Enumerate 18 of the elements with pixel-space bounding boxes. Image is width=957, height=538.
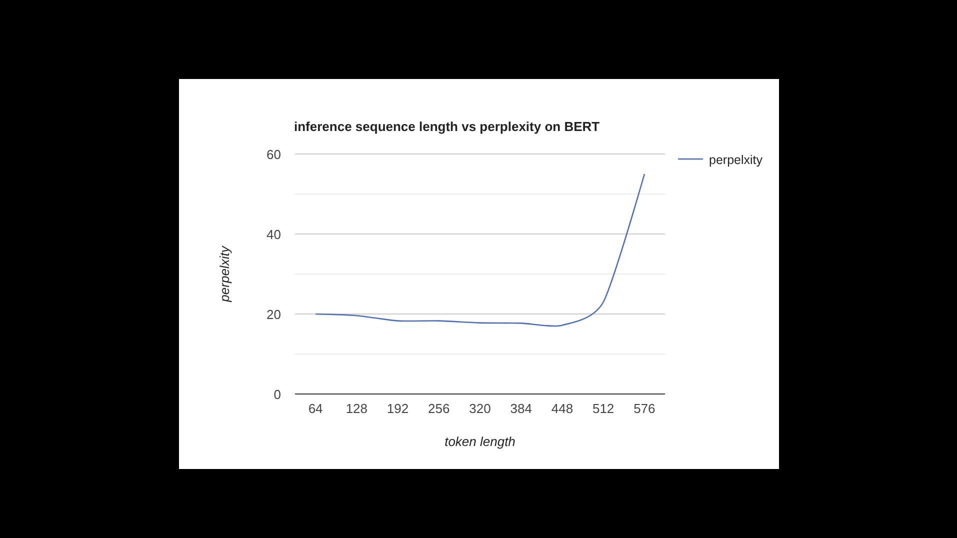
- y-tick-label: 0: [274, 387, 281, 402]
- y-axis-title: perpelxity: [217, 244, 232, 303]
- x-tick-label: 576: [634, 401, 656, 416]
- x-tick-label: 384: [510, 401, 532, 416]
- x-tick-label: 192: [386, 401, 409, 416]
- x-tick-label: 64: [308, 401, 323, 416]
- y-tick-label: 20: [266, 307, 281, 322]
- x-tick-label: 512: [592, 401, 614, 416]
- legend-label: perpelxity: [709, 153, 764, 167]
- x-axis-title: token length: [444, 434, 516, 449]
- x-tick-label: 128: [346, 401, 368, 416]
- x-tick-label: 256: [428, 401, 450, 416]
- y-tick-label: 60: [266, 147, 281, 162]
- x-tick-label: 320: [469, 401, 491, 416]
- y-tick-label: 40: [266, 227, 281, 242]
- line-series: [314, 173, 646, 327]
- chart-title: inference sequence length vs perplexity on BERT: [294, 119, 600, 134]
- x-tick-label: 448: [551, 401, 574, 416]
